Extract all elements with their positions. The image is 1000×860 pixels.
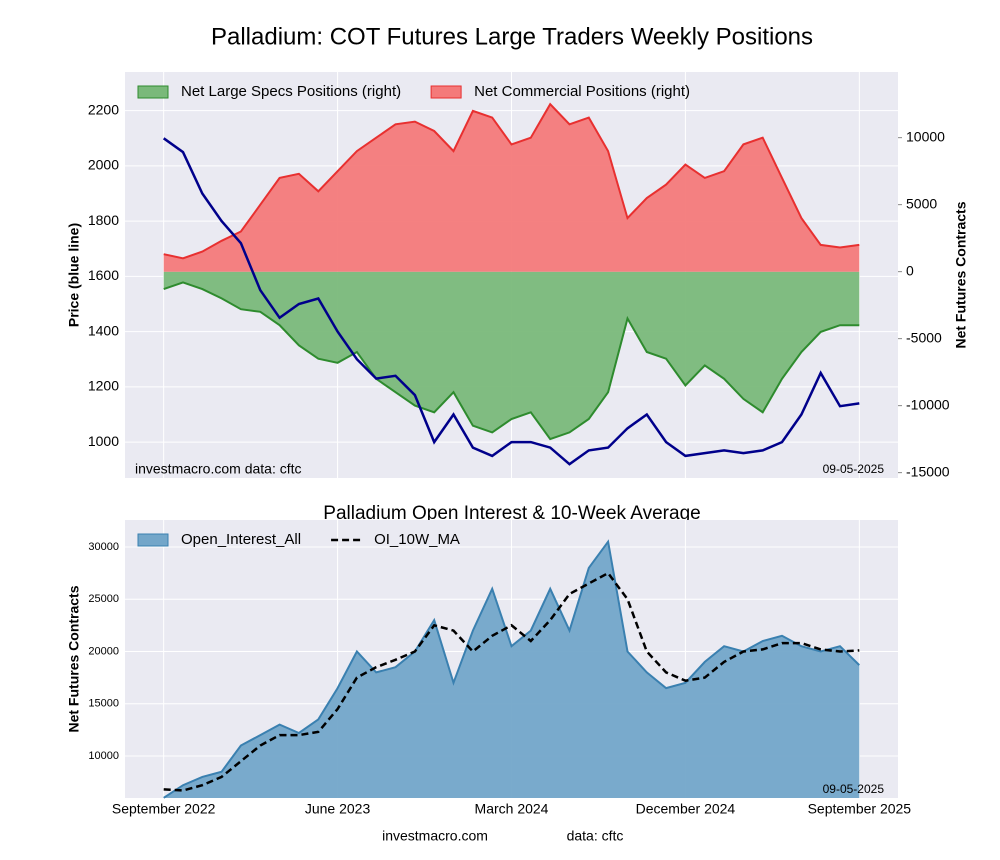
chart-title: Palladium: COT Futures Large Traders Wee… xyxy=(211,23,813,50)
y2-tick-label: -5000 xyxy=(906,329,942,345)
y-tick-label: 2200 xyxy=(88,101,119,117)
legend-label: OI_10W_MA xyxy=(374,531,460,548)
y2-tick-label: -15000 xyxy=(906,463,950,479)
y-tick-label: 30000 xyxy=(88,541,119,553)
y-axis-label: Net Futures Contracts xyxy=(66,585,82,732)
y2-tick-label: 10000 xyxy=(906,128,945,144)
y-tick-label: 25000 xyxy=(88,593,119,605)
area xyxy=(163,541,860,798)
annotation: investmacro.com data: cftc xyxy=(135,461,302,477)
legend-swatch xyxy=(430,85,462,99)
area-edge xyxy=(163,281,860,441)
y2-axis-label: Net Futures Contracts xyxy=(953,201,969,348)
line xyxy=(163,571,860,792)
y-tick-label: 1200 xyxy=(88,378,119,394)
x-tick-label: March 2024 xyxy=(475,801,549,817)
chart-title: Palladium Open Interest & 10-Week Averag… xyxy=(323,503,700,524)
y-tick-label: 2000 xyxy=(88,157,119,173)
y2-tick-label: 5000 xyxy=(906,195,937,211)
annotation: 09-05-2025 xyxy=(823,462,885,476)
y-tick-label: 20000 xyxy=(88,645,119,657)
legend-label: Net Large Specs Positions (right) xyxy=(181,83,401,100)
x-tick-label: December 2024 xyxy=(636,801,736,817)
line xyxy=(162,137,860,466)
annotation: 09-05-2025 xyxy=(823,782,885,796)
x-tick-label: June 2023 xyxy=(305,801,371,817)
legend-swatch xyxy=(137,533,169,547)
x-tick-label: September 2025 xyxy=(808,801,912,817)
area-edge xyxy=(163,102,860,260)
legend-swatch xyxy=(137,85,169,99)
area xyxy=(163,104,860,272)
legend-label: Net Commercial Positions (right) xyxy=(474,83,690,100)
y-axis-label: Price (blue line) xyxy=(66,223,82,327)
y2-tick-label: 0 xyxy=(906,262,914,278)
y-tick-label: 15000 xyxy=(88,698,119,710)
y-tick-label: 1000 xyxy=(88,433,119,449)
footer-text: data: cftc xyxy=(567,828,624,844)
legend-label: Open_Interest_All xyxy=(181,531,301,548)
area xyxy=(163,271,860,440)
y-tick-label: 1600 xyxy=(88,267,119,283)
footer-text: investmacro.com xyxy=(382,828,488,844)
y2-tick-label: -10000 xyxy=(906,396,950,412)
y-tick-label: 1800 xyxy=(88,212,119,228)
x-tick-label: September 2022 xyxy=(112,801,216,817)
y-tick-label: 1400 xyxy=(88,322,119,338)
y-tick-label: 10000 xyxy=(88,750,119,762)
